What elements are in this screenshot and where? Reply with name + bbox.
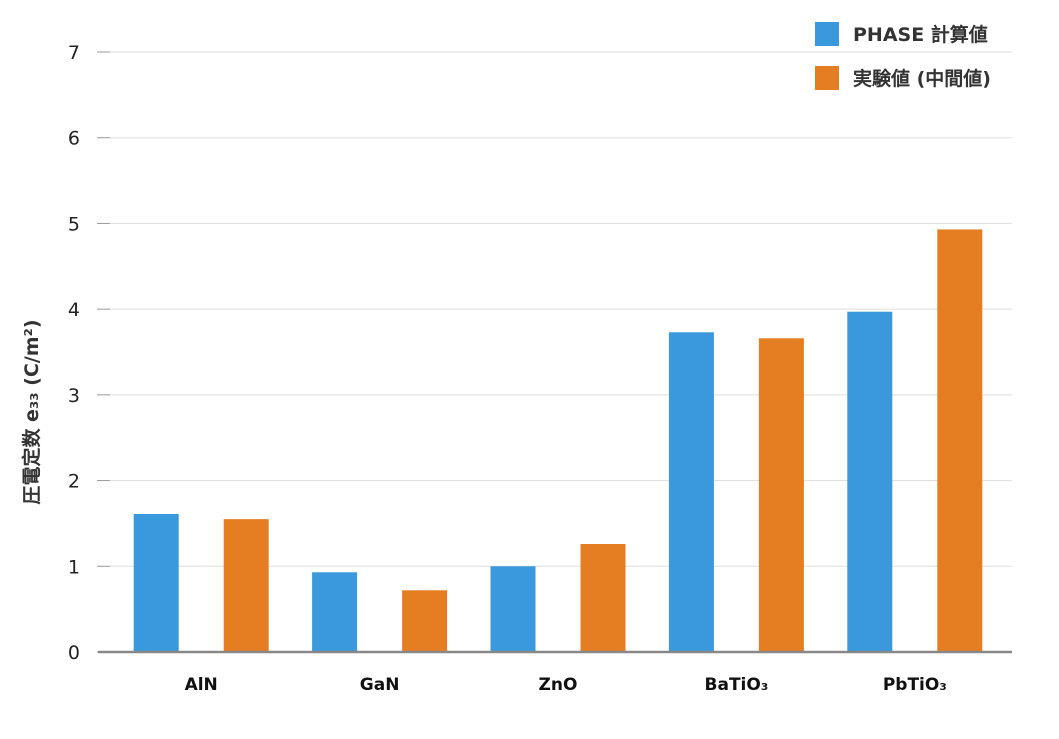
legend-label: PHASE 計算値 — [853, 23, 988, 46]
legend-label: 実験値 (中間値) — [853, 67, 991, 90]
y-tick-label: 3 — [68, 385, 80, 407]
y-tick-label: 5 — [68, 213, 80, 235]
legend-swatch — [815, 66, 839, 90]
bar-phase-4 — [847, 311, 893, 652]
x-tick-label: AlN — [185, 675, 218, 695]
bar-phase-2 — [490, 566, 536, 652]
x-axis: AlN GaN ZnO BaTiO₃ PbTiO₃ — [185, 675, 947, 695]
x-tick-label: ZnO — [539, 675, 578, 695]
bar-experiment-3 — [758, 338, 804, 652]
x-tick-label: PbTiO₃ — [883, 675, 947, 695]
gridlines — [110, 51, 1012, 567]
legend-swatch — [815, 22, 839, 46]
y-axis: 0 1 2 3 4 5 6 7 — [68, 42, 110, 664]
bar-experiment-1 — [402, 590, 448, 652]
bar-experiment-4 — [937, 229, 983, 652]
y-tick-label: 1 — [68, 556, 80, 578]
y-axis-title: 圧電定数 e₃₃ (C/m²) — [20, 319, 43, 504]
bar-experiment-0 — [223, 519, 269, 652]
bars — [133, 229, 983, 652]
bar-phase-0 — [133, 514, 179, 652]
x-tick-label: GaN — [360, 675, 400, 695]
y-tick-label: 2 — [68, 471, 80, 493]
y-tick-label: 6 — [68, 128, 80, 150]
x-tick-label: BaTiO₃ — [705, 675, 769, 695]
y-tick-label: 7 — [68, 42, 80, 64]
bar-phase-1 — [312, 572, 358, 652]
bar-phase-3 — [668, 332, 714, 652]
bar-experiment-2 — [580, 544, 626, 652]
y-tick-label: 4 — [68, 299, 80, 321]
y-tick-label: 0 — [68, 642, 80, 664]
